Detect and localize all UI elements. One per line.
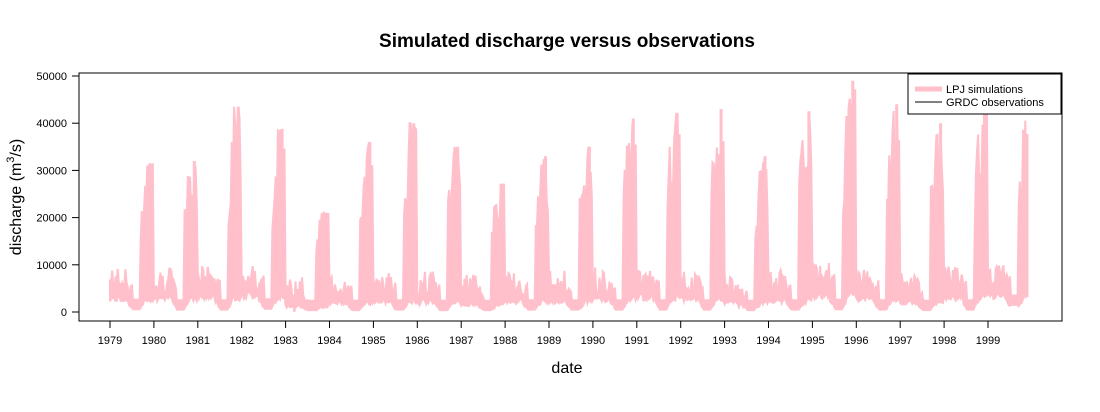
y-tick-label: 40000 (36, 118, 67, 130)
x-tick-label: 1984 (317, 335, 341, 347)
y-tick-label: 30000 (36, 165, 67, 177)
legend-label-observations: GRDC observations (946, 97, 1044, 109)
x-tick-label: 1989 (537, 335, 561, 347)
x-tick-label: 1991 (625, 335, 649, 347)
x-tick-label: 1988 (493, 335, 517, 347)
y-tick-label: 10000 (36, 260, 67, 272)
x-axis-label: date (551, 360, 582, 377)
simulation-band (109, 89, 1029, 313)
x-tick-label: 1992 (668, 335, 692, 347)
x-tick-label: 1997 (888, 335, 912, 347)
x-tick-label: 1990 (581, 335, 605, 347)
x-axis: 1979 1980 1981 1982 1983 1984 1985 1986 1987 1988… (98, 320, 1000, 347)
y-axis-label-main: discharge (m (8, 163, 25, 255)
x-tick-label: 1980 (142, 335, 166, 347)
y-tick-label: 0 (61, 307, 67, 319)
y-axis: 0 10000 20000 30000 40000 50000 (36, 71, 80, 319)
y-axis-label: discharge (m3/s) (5, 139, 25, 255)
x-tick-label: 1998 (932, 335, 956, 347)
x-tick-label: 1996 (844, 335, 868, 347)
x-tick-label: 1981 (186, 335, 210, 347)
y-axis-label-suffix: /s) (8, 139, 25, 157)
x-tick-label: 1987 (449, 335, 473, 347)
y-tick-label: 50000 (36, 71, 67, 83)
legend-box (907, 73, 1062, 115)
legend: LPJ simulations GRDC observations (907, 73, 1062, 115)
x-tick-label: 1986 (405, 335, 429, 347)
x-tick-label: 1994 (756, 335, 780, 347)
x-tick-label: 1982 (229, 335, 253, 347)
x-tick-label: 1995 (800, 335, 824, 347)
x-tick-label: 1985 (361, 335, 385, 347)
y-axis-label-superscript: 3 (5, 157, 17, 163)
x-tick-label: 1993 (712, 335, 736, 347)
legend-label-simulations: LPJ simulations (946, 84, 1024, 96)
x-tick-label: 1999 (976, 335, 1000, 347)
chart-title: Simulated discharge versus observations (379, 31, 755, 52)
x-tick-label: 1979 (98, 335, 122, 347)
simulation-series (109, 80, 1029, 313)
x-tick-label: 1983 (273, 335, 297, 347)
y-tick-label: 20000 (36, 213, 67, 225)
